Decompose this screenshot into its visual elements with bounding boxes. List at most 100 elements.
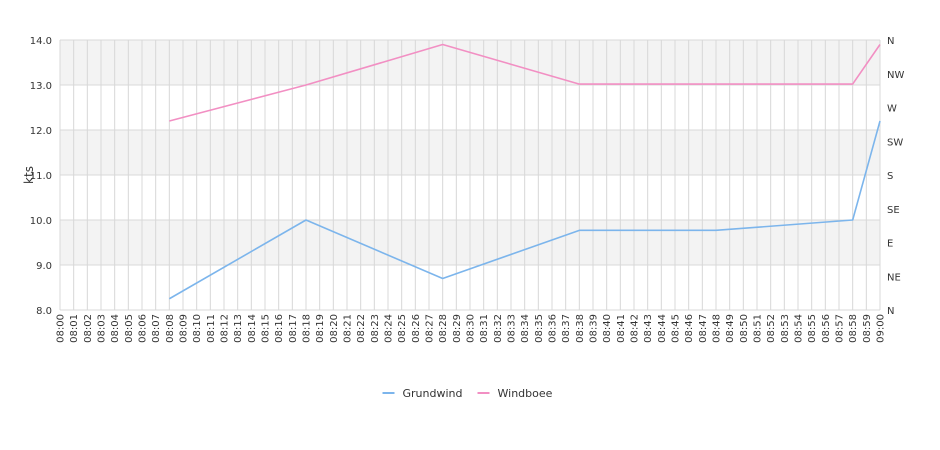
direction-tick-label: SW [887,137,903,148]
y-axis-ticks: 8.0 9.0 10.0 11.0 12.0 13.0 14.0 [30,36,52,317]
x-tick-label: 08:35 [534,314,545,343]
x-tick-label: 08:02 [83,314,94,343]
x-tick-label: 08:30 [466,314,477,343]
data-point[interactable] [850,81,856,87]
x-tick-label: 08:06 [138,314,149,343]
x-tick-label: 09:00 [876,314,887,343]
x-tick-label: 08:13 [233,314,244,343]
x-tick-label: 08:34 [520,314,531,343]
x-tick-label: 08:45 [671,314,682,343]
series-line-grundwind[interactable] [168,120,881,300]
direction-tick-label: NW [887,70,904,81]
x-tick-label: 08:07 [151,314,162,343]
x-tick-label: 08:14 [247,314,258,343]
legend-label: Windboee [498,387,553,400]
horizontal-gridlines [60,39,880,311]
x-tick-label: 08:38 [575,314,586,343]
x-tick-label: 08:58 [848,314,859,343]
legend-label: Grundwind [403,387,463,400]
x-tick-label: 08:42 [630,314,641,343]
data-point[interactable] [166,296,172,302]
x-tick-label: 08:50 [739,314,750,343]
x-tick-label: 08:41 [616,314,627,343]
x-tick-label: 08:56 [821,314,832,343]
x-tick-label: 08:10 [192,314,203,343]
series-line-windboee[interactable] [169,43,881,122]
x-tick-label: 08:23 [370,314,381,343]
x-tick-label: 08:15 [261,314,272,343]
direction-axis-ticks: N NE E SE S SW W NW N [887,36,904,317]
x-tick-label: 08:40 [602,314,613,343]
x-tick-label: 08:37 [561,314,572,343]
x-tick-label: 08:49 [725,314,736,343]
x-tick-label: 08:24 [384,314,395,343]
x-tick-label: 08:47 [698,314,709,343]
legend-item-grundwind[interactable]: Grundwind [382,387,463,400]
data-point[interactable] [877,118,883,124]
y-tick-label: 13.0 [30,81,52,92]
data-point[interactable] [850,217,856,223]
x-tick-label: 08:04 [110,314,121,343]
x-tick-label: 08:33 [507,314,518,343]
y-tick-label: 10.0 [30,216,52,227]
x-tick-label: 08:36 [548,314,559,343]
x-tick-label: 08:51 [753,314,764,343]
x-tick-label: 08:48 [712,314,723,343]
x-axis-ticks: 08:00 08:01 08:02 08:03 08:04 08:05 08:06 08:07… [56,314,887,343]
x-tick-label: 08:57 [835,314,846,343]
x-tick-label: 08:31 [479,314,490,343]
data-point[interactable] [303,82,309,88]
x-tick-label: 08:52 [766,314,777,343]
x-tick-label: 08:27 [425,314,436,343]
x-tick-label: 08:19 [315,314,326,343]
x-tick-label: 08:29 [452,314,463,343]
x-tick-label: 08:53 [780,314,791,343]
x-tick-label: 08:18 [302,314,313,343]
data-point[interactable] [576,81,582,87]
x-tick-label: 08:46 [684,314,695,343]
y-tick-label: 11.0 [30,171,52,182]
x-tick-label: 08:08 [165,314,176,343]
x-tick-label: 08:12 [220,314,231,343]
x-tick-label: 08:05 [124,314,135,343]
x-tick-label: 08:28 [438,314,449,343]
legend-item-windboee[interactable]: Windboee [477,387,553,400]
data-point[interactable] [303,217,309,223]
data-point[interactable] [440,276,446,282]
y-tick-label: 14.0 [30,36,52,47]
x-tick-label: 08:01 [69,314,80,343]
x-tick-label: 08:55 [807,314,818,343]
data-point[interactable] [576,227,582,233]
x-tick-label: 08:59 [862,314,873,343]
x-tick-label: 08:32 [493,314,504,343]
x-tick-label: 08:44 [657,314,668,343]
data-point[interactable] [440,42,446,48]
y-axis-title: kts [22,166,36,184]
direction-tick-label: SE [887,205,900,216]
direction-tick-label: W [887,104,897,115]
x-tick-label: 08:39 [589,314,600,343]
direction-tick-label: NE [887,272,901,283]
x-tick-label: 08:21 [343,314,354,343]
y-tick-label: 8.0 [36,306,52,317]
legend[interactable]: Grundwind Windboee [382,387,553,400]
x-tick-label: 08:22 [356,314,367,343]
direction-tick-label: E [887,239,893,250]
data-point[interactable] [166,118,172,124]
x-tick-label: 08:43 [643,314,654,343]
x-tick-label: 08:03 [97,314,108,343]
series-layer [166,42,883,302]
x-tick-label: 08:16 [274,314,285,343]
x-tick-label: 08:54 [794,314,805,343]
x-tick-label: 08:17 [288,314,299,343]
x-tick-label: 08:09 [179,314,190,343]
x-tick-label: 08:00 [56,314,67,343]
data-point[interactable] [713,81,719,87]
direction-tick-label: N [887,36,894,47]
x-tick-label: 08:11 [206,314,217,343]
direction-tick-label: S [887,171,893,182]
data-point[interactable] [877,42,883,48]
x-tick-label: 08:25 [397,314,408,343]
data-point[interactable] [713,227,719,233]
